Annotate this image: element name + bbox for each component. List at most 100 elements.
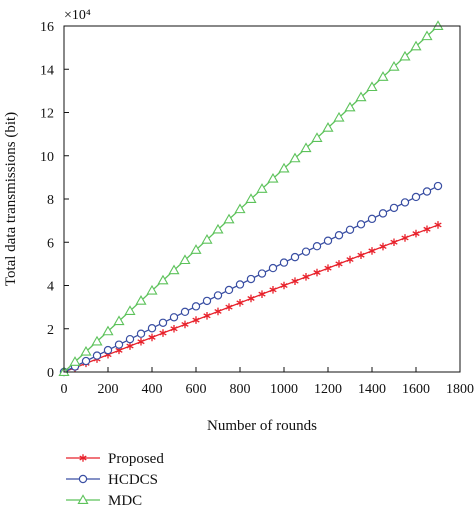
plot-frame <box>63 25 461 373</box>
x-tick-label: 1200 <box>314 382 342 397</box>
data-point-mdc <box>190 244 202 254</box>
data-point-hcdcs <box>81 356 91 366</box>
data-point-proposed <box>126 342 134 350</box>
y-multiplier-label: ×10⁴ <box>64 8 91 23</box>
data-point-mdc <box>432 20 444 31</box>
data-point-hcdcs <box>202 296 212 306</box>
data-point-hcdcs <box>213 291 223 300</box>
series-mdc <box>58 20 444 377</box>
data-point-proposed <box>170 324 178 333</box>
data-point-mdc <box>289 152 301 163</box>
data-point-hcdcs <box>400 198 410 207</box>
x-tick-label: 0 <box>61 382 68 397</box>
data-point-mdc <box>124 305 136 315</box>
data-point-mdc <box>267 172 279 183</box>
data-point-proposed <box>137 337 145 346</box>
data-point-mdc <box>80 345 92 356</box>
data-point-mdc <box>102 325 114 336</box>
data-point-proposed <box>401 234 409 242</box>
data-point-mdc <box>201 233 213 244</box>
x-tick-label: 800 <box>230 382 251 397</box>
data-point-proposed <box>203 311 211 320</box>
data-point-mdc <box>146 284 158 295</box>
data-point-mdc <box>69 356 81 366</box>
x-tick-label: 600 <box>186 382 207 397</box>
data-point-hcdcs <box>323 236 333 245</box>
data-point-proposed <box>269 286 277 294</box>
data-point-mdc <box>168 264 180 275</box>
data-point-hcdcs <box>411 192 421 202</box>
y-tick-label: 10 <box>40 150 54 165</box>
legend: Proposed HCDCS MDC <box>66 451 164 509</box>
x-tick-label: 1600 <box>402 382 430 397</box>
data-point-mdc <box>322 122 334 132</box>
data-point-proposed <box>379 242 387 251</box>
data-point-proposed <box>346 255 354 264</box>
data-point-hcdcs <box>334 231 344 240</box>
data-point-mdc <box>135 295 147 305</box>
data-point-mdc <box>421 30 433 41</box>
data-point-mdc <box>212 223 224 234</box>
data-point-mdc <box>399 50 411 61</box>
data-point-mdc <box>388 60 400 71</box>
data-point-hcdcs <box>136 329 146 338</box>
x-tick-label: 1800 <box>446 382 474 397</box>
legend-item-proposed: Proposed <box>66 451 164 467</box>
data-point-hcdcs <box>367 214 377 224</box>
data-point-hcdcs <box>103 345 113 355</box>
data-point-hcdcs <box>158 318 168 327</box>
legend-item-mdc: MDC <box>66 493 142 509</box>
data-point-proposed <box>335 260 343 268</box>
legend-label: MDC <box>108 493 142 509</box>
data-point-proposed <box>302 273 310 281</box>
data-point-hcdcs <box>279 258 289 267</box>
data-point-hcdcs <box>191 302 201 311</box>
x-tick-label: 200 <box>98 382 119 397</box>
y-tick-label: 12 <box>40 107 54 122</box>
legend-marker <box>79 454 87 462</box>
data-point-proposed <box>412 229 420 238</box>
data-point-mdc <box>311 132 323 142</box>
y-tick-label: 6 <box>47 236 54 251</box>
data-point-mdc <box>377 71 389 81</box>
data-point-proposed <box>148 333 156 342</box>
data-point-hcdcs <box>345 225 355 234</box>
data-point-mdc <box>410 40 422 51</box>
data-point-hcdcs <box>257 269 267 278</box>
series-proposed <box>60 221 442 376</box>
legend-label: Proposed <box>108 451 164 467</box>
y-tick-label: 14 <box>40 63 54 78</box>
data-point-mdc <box>245 193 257 203</box>
data-point-hcdcs <box>312 241 322 251</box>
data-point-hcdcs <box>114 340 124 349</box>
data-point-hcdcs <box>180 307 190 317</box>
data-point-hcdcs <box>268 263 278 273</box>
data-point-mdc <box>333 111 345 122</box>
x-tick-label: 1400 <box>358 382 386 397</box>
data-point-hcdcs <box>290 252 300 262</box>
data-point-hcdcs <box>235 280 245 289</box>
data-point-hcdcs <box>147 324 157 333</box>
data-point-mdc <box>179 254 191 265</box>
axis-layer: 0 200 400 600 800 1000 1200 1400 1600 1800 0 2 4 6 8 10… <box>40 20 474 397</box>
data-point-proposed <box>258 290 266 298</box>
data-point-hcdcs <box>422 187 432 196</box>
data-point-proposed <box>247 294 255 303</box>
data-point-proposed <box>181 320 189 329</box>
data-point-mdc <box>234 203 246 214</box>
data-point-hcdcs <box>389 203 399 213</box>
data-point-mdc <box>300 142 312 153</box>
data-point-hcdcs <box>246 274 256 284</box>
data-point-mdc <box>91 335 103 346</box>
data-point-hcdcs <box>301 247 311 256</box>
data-point-proposed <box>423 225 431 234</box>
data-point-hcdcs <box>169 313 179 322</box>
data-point-mdc <box>256 183 268 193</box>
y-tick-label: 4 <box>47 280 54 295</box>
data-point-proposed <box>214 307 222 316</box>
legend-marker <box>77 494 89 505</box>
data-point-mdc <box>113 315 125 326</box>
data-point-proposed <box>324 264 332 272</box>
data-point-proposed <box>192 316 200 324</box>
